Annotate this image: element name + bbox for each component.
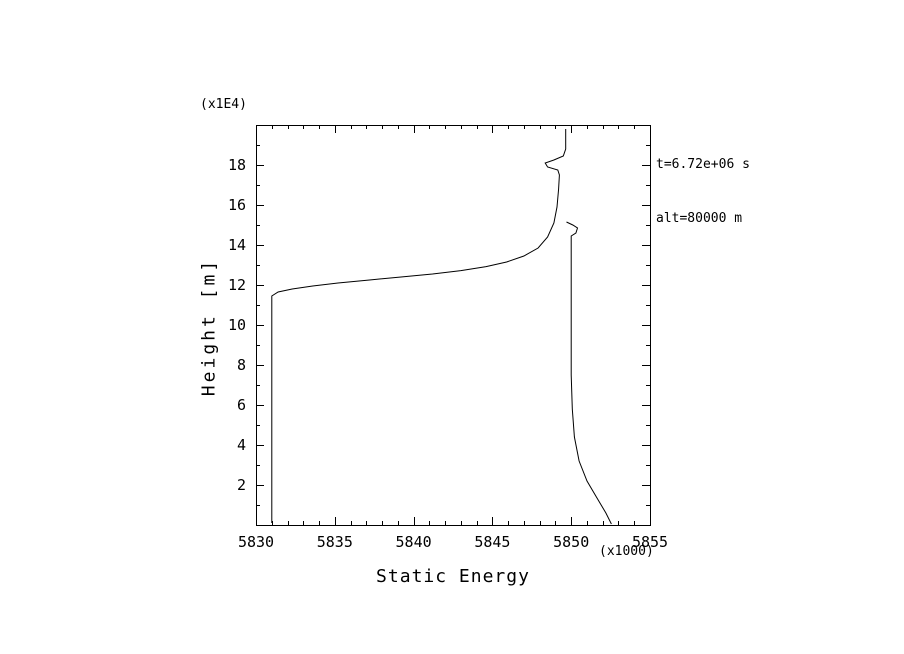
y-tick-label: 14 — [227, 236, 246, 254]
x-tick-label: 5855 — [631, 533, 669, 551]
y-tick-label: 16 — [227, 196, 246, 214]
y-tick-label: 6 — [236, 396, 246, 414]
x-tick-label: 5835 — [316, 533, 353, 551]
y-tick-label: 2 — [236, 476, 246, 494]
y-tick-label: 18 — [227, 156, 246, 174]
x-axis-scale-note: (x1000) — [599, 544, 654, 559]
plot-annotation: t=6.72e+06 s alt=80000 m — [656, 120, 750, 264]
x-axis-title: Static Energy — [376, 566, 530, 587]
y-tick-label: 12 — [227, 276, 246, 294]
static-energy-profile-left — [271, 129, 567, 523]
y-axis-scale-note: (x1E4) — [200, 97, 247, 112]
annotation-time: t=6.72e+06 s — [656, 157, 750, 172]
static-energy-profile-right — [566, 221, 612, 525]
y-tick-label: 8 — [236, 356, 246, 374]
annotation-altitude: alt=80000 m — [656, 211, 743, 226]
x-tick-label: 5840 — [395, 533, 432, 551]
y-tick-label: 4 — [236, 436, 246, 454]
x-tick-label: 5845 — [474, 533, 511, 551]
y-axis-title: Height [m] — [198, 257, 220, 397]
plot-frame — [256, 125, 651, 526]
y-tick-label: 10 — [227, 316, 246, 334]
x-tick-label: 5850 — [553, 533, 590, 551]
x-tick-label: 5830 — [237, 533, 275, 551]
